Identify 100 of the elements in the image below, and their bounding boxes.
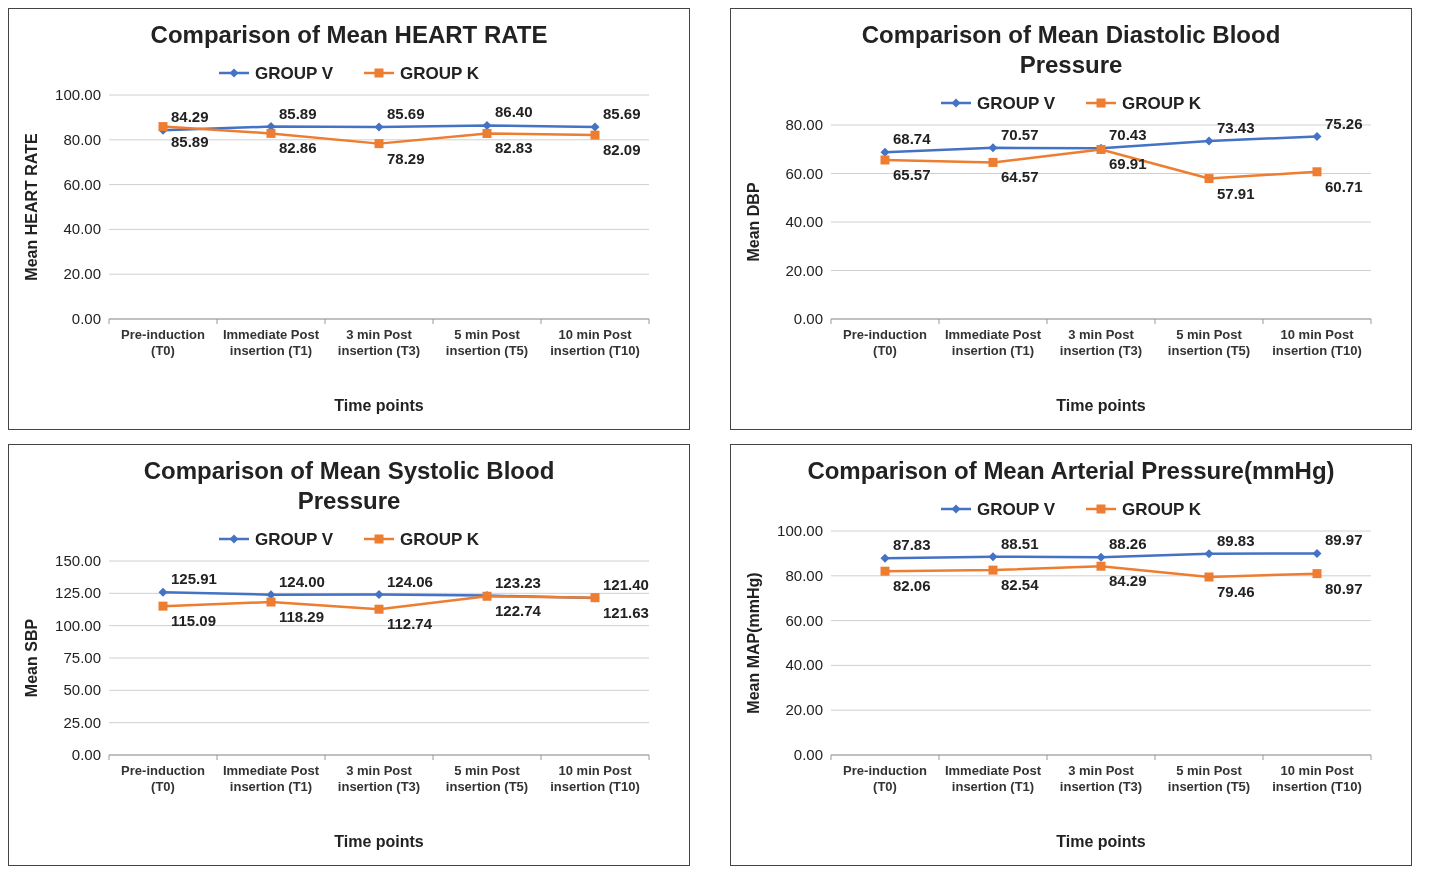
point — [1204, 136, 1214, 146]
x-tick-label: 10 min Post insertion (T10) — [550, 763, 640, 794]
y-tick-label: 0.00 — [793, 310, 823, 327]
data-label: 78.29 — [387, 149, 425, 167]
data-label: 123.23 — [495, 573, 541, 591]
data-label: 112.74 — [387, 615, 433, 633]
data-label: 84.29 — [1109, 572, 1147, 590]
point — [1204, 549, 1214, 559]
data-label: 82.54 — [1001, 576, 1040, 594]
data-label: 57.91 — [1217, 184, 1255, 202]
point — [1204, 174, 1214, 184]
y-tick-label: 0.00 — [71, 746, 101, 763]
point — [374, 139, 384, 149]
data-label: 69.91 — [1109, 155, 1147, 173]
data-label: 84.29 — [171, 108, 209, 126]
data-label: 89.83 — [1217, 531, 1255, 549]
data-label: 124.06 — [387, 572, 433, 590]
y-tick-label: 20.00 — [785, 261, 823, 279]
y-tick-label: 40.00 — [785, 656, 823, 674]
point — [590, 122, 600, 132]
x-axis-title: Time points — [334, 397, 424, 414]
data-label: 125.91 — [171, 570, 217, 588]
x-tick-label: 3 min Post insertion (T3) — [1059, 763, 1143, 794]
y-tick-label: 125.00 — [55, 584, 101, 602]
point — [590, 130, 600, 140]
x-tick-label: Pre-induction (T0) — [121, 763, 205, 794]
x-tick-label: Immediate Post insertion (T1) — [944, 763, 1042, 794]
point — [158, 587, 168, 597]
data-label: 87.83 — [893, 536, 931, 554]
point — [374, 122, 384, 132]
point — [880, 155, 890, 165]
data-label: 118.29 — [279, 608, 325, 626]
y-tick-label: 100.00 — [777, 522, 823, 539]
y-tick-label: 60.00 — [63, 175, 101, 193]
x-tick-label: 5 min Post insertion (T5) — [1167, 327, 1251, 358]
y-tick-label: 60.00 — [785, 611, 823, 629]
y-tick-label: 20.00 — [785, 701, 823, 719]
x-axis-title: Time points — [1056, 397, 1146, 414]
legend-label: GROUP V — [255, 64, 334, 83]
data-label: 121.63 — [603, 603, 649, 621]
y-tick-label: 80.00 — [785, 566, 823, 584]
data-label: 80.97 — [1325, 579, 1363, 597]
point — [1096, 561, 1106, 571]
x-tick-label: 5 min Post insertion (T5) — [1167, 763, 1251, 794]
y-axis-title: Mean SBP — [23, 618, 40, 698]
point — [988, 552, 998, 562]
x-tick-label: Immediate Post insertion (T1) — [222, 327, 320, 358]
x-tick-label: Pre-induction (T0) — [843, 327, 927, 358]
y-tick-label: 0.00 — [71, 310, 101, 327]
point — [374, 604, 384, 614]
data-label: 88.26 — [1109, 535, 1147, 553]
y-tick-label: 40.00 — [785, 213, 823, 230]
data-label: 65.57 — [893, 165, 931, 183]
point — [158, 601, 168, 611]
data-label: 68.74 — [893, 130, 932, 148]
data-label: 82.06 — [893, 577, 931, 595]
data-label: 86.40 — [495, 103, 533, 121]
x-tick-label: Immediate Post insertion (T1) — [222, 763, 320, 794]
y-axis-title: Mean HEART RATE — [23, 133, 40, 281]
legend-label: GROUP K — [400, 64, 480, 83]
x-tick-label: 5 min Post insertion (T5) — [445, 327, 529, 358]
y-tick-label: 75.00 — [63, 649, 101, 666]
legend-label: GROUP K — [1122, 500, 1202, 519]
data-label: 60.71 — [1325, 177, 1363, 195]
y-tick-label: 20.00 — [63, 265, 101, 283]
legend-label: GROUP V — [977, 94, 1056, 113]
y-tick-label: 100.00 — [55, 616, 101, 634]
legend-label: GROUP V — [977, 500, 1056, 519]
x-tick-label: 5 min Post insertion (T5) — [445, 763, 529, 794]
chart-title: Comparison of Mean Diastolic Blood Pressure — [861, 21, 1281, 78]
point — [1312, 131, 1322, 141]
data-label: 85.69 — [603, 105, 641, 123]
legend-label: GROUP K — [1122, 94, 1202, 113]
x-tick-label: 10 min Post insertion (T10) — [1272, 327, 1362, 358]
point — [1312, 167, 1322, 177]
data-label: 73.43 — [1217, 118, 1255, 136]
data-label: 70.57 — [1001, 125, 1039, 143]
point — [988, 565, 998, 575]
y-axis-title: Mean MAP(mmHg) — [745, 572, 762, 714]
y-tick-label: 150.00 — [55, 552, 101, 569]
data-label: 122.74 — [495, 602, 542, 620]
x-tick-label: 10 min Post insertion (T10) — [1272, 763, 1362, 794]
x-axis-title: Time points — [1056, 833, 1146, 850]
point — [880, 147, 890, 157]
data-label: 85.89 — [279, 104, 317, 122]
data-label: 124.00 — [279, 572, 325, 590]
data-label: 121.40 — [603, 575, 649, 593]
y-tick-label: 50.00 — [63, 681, 101, 699]
y-axis-title: Mean DBP — [745, 182, 762, 262]
x-tick-label: Immediate Post insertion (T1) — [944, 327, 1042, 358]
point — [1204, 572, 1214, 582]
legend-label: GROUP K — [400, 530, 480, 549]
data-label: 82.86 — [279, 139, 317, 157]
x-axis-title: Time points — [334, 833, 424, 850]
chart-title: Comparison of Mean Systolic Blood Pressure — [143, 457, 555, 514]
chart-title: Comparison of Mean HEART RATE — [150, 21, 548, 48]
data-label: 79.46 — [1217, 583, 1255, 601]
point — [482, 128, 492, 138]
chart-title: Comparison of Mean Arterial Pressure(mmHg) — [807, 457, 1335, 484]
point — [374, 590, 384, 600]
